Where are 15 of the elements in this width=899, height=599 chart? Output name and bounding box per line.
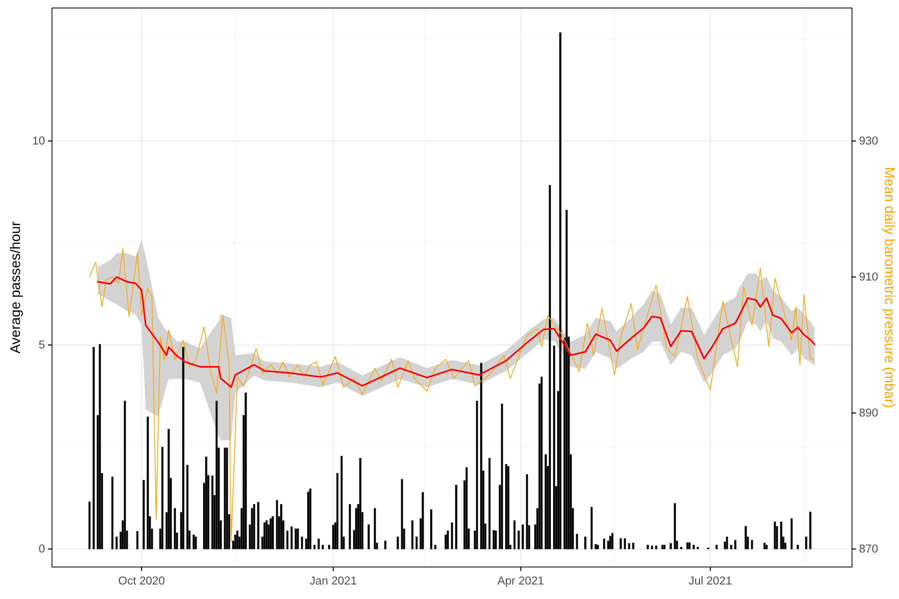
x-tick-label: Apr 2021 <box>497 575 544 588</box>
y-axis-title: Average passes/hour <box>7 221 23 354</box>
line-series <box>97 276 816 388</box>
line-series <box>89 248 815 542</box>
y-tick-label: 5 <box>38 340 45 352</box>
y-tick-label: 10 <box>32 136 45 148</box>
y-tick-label: 0 <box>38 544 45 556</box>
y2-tick-label: 870 <box>859 544 878 556</box>
y2-tick-label: 910 <box>859 272 878 284</box>
x-tick-label: Jul 2021 <box>688 575 732 588</box>
y2-tick-label: 930 <box>859 136 878 148</box>
x-tick-label: Jan 2021 <box>310 575 357 588</box>
x-tick-label: Oct 2020 <box>118 575 165 588</box>
y2-tick-label: 890 <box>859 408 878 420</box>
y2-axis-title: Mean daily barometric pressure (mbar) <box>882 166 898 408</box>
